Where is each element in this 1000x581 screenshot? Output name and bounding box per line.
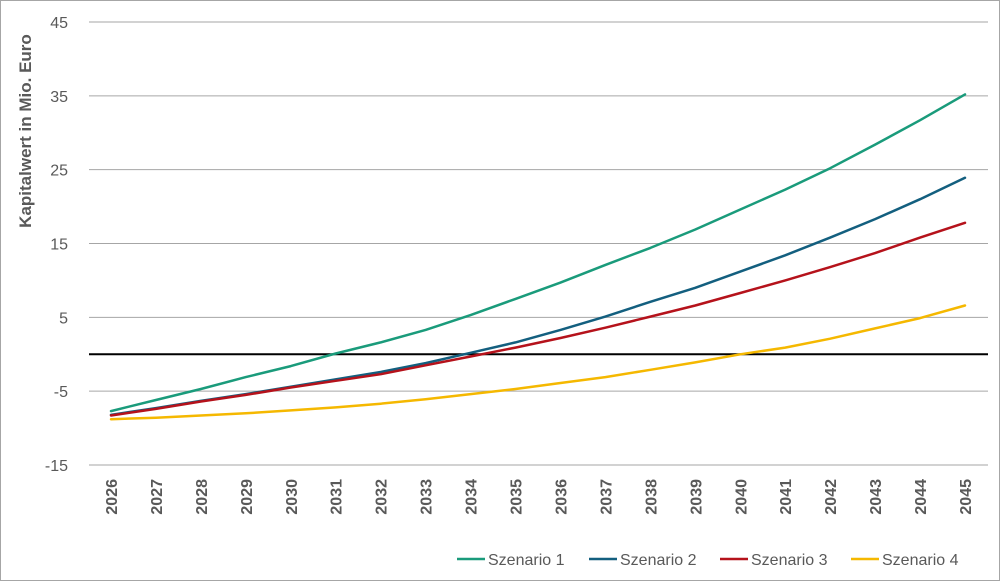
x-tick-label: 2034 — [464, 479, 481, 515]
x-tick-label: 2041 — [778, 479, 795, 515]
x-tick-label: 2031 — [329, 479, 346, 515]
x-tick-label: 2036 — [553, 479, 570, 515]
x-tick-label: 2033 — [419, 479, 436, 515]
legend-label: Szenario 3 — [751, 552, 828, 569]
x-tick-label: 2026 — [104, 479, 121, 515]
gridlines — [89, 21, 988, 466]
x-tick-label: 2029 — [239, 479, 256, 515]
y-tick-label: 45 — [50, 15, 68, 32]
series-lines — [109, 93, 967, 421]
x-tick-label: 2043 — [868, 479, 885, 515]
x-tick-label: 2027 — [149, 479, 166, 515]
x-tick-label: 2038 — [643, 479, 660, 515]
y-tick-label: -5 — [54, 384, 68, 401]
x-tick-label: 2037 — [598, 479, 615, 515]
x-tick-label: 2042 — [823, 479, 840, 515]
x-tick-label: 2039 — [688, 479, 705, 515]
series-line-szenario-3 — [109, 221, 967, 417]
y-tick-label: 35 — [50, 89, 68, 106]
y-axis-title: Kapitalwert in Mio. Euro — [16, 34, 35, 228]
x-tick-label: 2035 — [509, 479, 526, 515]
y-axis-ticks: 45 35 25 15 5 -5 -15 — [45, 15, 68, 475]
series-line-szenario-1 — [109, 93, 967, 413]
legend-label: Szenario 1 — [488, 552, 565, 569]
series-line-szenario-4 — [109, 304, 967, 421]
x-tick-label: 2030 — [284, 479, 301, 515]
x-tick-label: 2032 — [374, 479, 391, 515]
y-tick-label: 25 — [50, 163, 68, 180]
legend-label: Szenario 2 — [620, 552, 697, 569]
legend-label: Szenario 4 — [882, 552, 959, 569]
legend: Szenario 1 Szenario 2 Szenario 3 Szenario 4 — [457, 552, 959, 569]
x-axis-ticks: 2026 2027 2028 2029 2030 2031 2032 2033 2034 2035… — [104, 479, 975, 515]
x-tick-label: 2028 — [194, 479, 211, 515]
x-tick-label: 2045 — [958, 479, 975, 515]
y-tick-label: -15 — [45, 458, 68, 475]
x-tick-label: 2040 — [733, 479, 750, 515]
y-tick-label: 5 — [59, 310, 68, 327]
x-tick-label: 2044 — [913, 479, 930, 515]
y-tick-label: 15 — [50, 237, 68, 254]
